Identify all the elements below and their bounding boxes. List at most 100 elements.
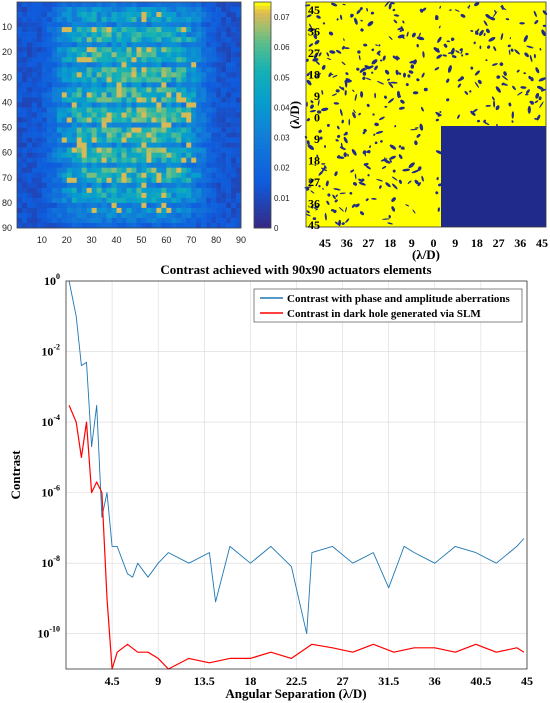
heatmap-cell [211, 37, 217, 43]
heatmap-cell [206, 47, 212, 53]
heatmap-cell [166, 162, 172, 169]
heatmap-cell [236, 77, 242, 83]
heatmap-cell [106, 32, 112, 38]
darkhole-speckle [435, 191, 439, 195]
heatmap-cell [41, 117, 48, 123]
darkhole-y-tick-label: 36 [308, 197, 320, 211]
heatmap-cell [21, 37, 28, 43]
heatmap-cell [231, 187, 237, 194]
darkhole-speckle [361, 178, 365, 182]
heatmap-cell [46, 157, 53, 164]
heatmap-cell [146, 102, 152, 108]
heatmap-cell [226, 202, 232, 209]
heatmap-cell [66, 52, 73, 58]
heatmap-cell [101, 7, 107, 13]
heatmap-cell [116, 102, 122, 108]
heatmap-cell [56, 37, 63, 43]
darkhole-speckle [342, 3, 346, 6]
heatmap-cell [191, 92, 197, 98]
darkhole-speckle [524, 52, 529, 58]
heatmap-cell [146, 97, 152, 103]
heatmap-cell [21, 192, 28, 199]
heatmap-cell [221, 22, 227, 28]
heatmap-cell [216, 67, 222, 73]
heatmap-cell [126, 187, 132, 194]
heatmap-cell [131, 187, 137, 194]
heatmap-cell [106, 77, 112, 83]
heatmap-cell [141, 7, 147, 13]
heatmap-cell [86, 37, 92, 43]
heatmap-cell [136, 92, 142, 98]
heatmap-cell [231, 127, 237, 133]
heatmap-cell [176, 217, 182, 224]
heatmap-cell [131, 122, 137, 128]
heatmap-cell [216, 57, 222, 63]
heatmap-cell [121, 37, 127, 43]
heatmap-cell [151, 192, 157, 199]
heatmap-cell [206, 87, 212, 93]
heatmap-cell [156, 27, 162, 33]
heatmap-cell [216, 197, 222, 204]
heatmap-cell [156, 167, 162, 174]
heatmap-cell [36, 97, 43, 103]
heatmap-cell [106, 2, 112, 8]
heatmap-cell [31, 17, 38, 23]
darkhole-speckle [359, 211, 365, 216]
heatmap-cell [206, 152, 212, 158]
heatmap-cell [96, 152, 102, 158]
heatmap-cell [71, 147, 78, 153]
heatmap-cell [161, 172, 167, 179]
heatmap-cell [76, 127, 83, 133]
heatmap-cell [71, 187, 78, 194]
darkhole-speckle [324, 212, 327, 221]
darkhole-speckle [377, 52, 381, 56]
y-tick-label: 10-6 [41, 484, 60, 500]
heatmap-cell [71, 202, 78, 209]
heatmap-cell [146, 32, 152, 38]
heatmap-cell [71, 107, 78, 113]
heatmap-cell [36, 132, 43, 138]
darkhole-speckle [329, 50, 336, 54]
heatmap-cell [206, 207, 212, 214]
heatmap-cell [31, 27, 38, 33]
darkhole-x-tick-label: 27 [362, 236, 374, 250]
heatmap-cell [146, 27, 152, 33]
heatmap-cell [216, 62, 222, 68]
heatmap-cell [76, 32, 83, 38]
heatmap-cell [111, 12, 117, 18]
heatmap-cell [116, 27, 122, 33]
heatmap-cell [176, 117, 182, 123]
heatmap-cell [56, 67, 63, 73]
heatmap-cell [31, 137, 38, 143]
darkhole-x-tick-label: 0 [431, 236, 437, 250]
x-tick-label: 27 [337, 674, 349, 688]
darkhole-speckle [359, 67, 366, 73]
heatmap-cell [141, 132, 147, 138]
heatmap-cell [161, 102, 167, 108]
darkhole-speckle [326, 123, 330, 127]
heatmap-cell [191, 207, 197, 214]
heatmap-cell [36, 52, 43, 58]
heatmap-cell [86, 187, 92, 194]
heatmap-cell [76, 167, 83, 174]
heatmap-cell [111, 67, 117, 73]
heatmap-cell [176, 132, 182, 138]
heatmap-cell [96, 122, 102, 128]
heatmap-cell [26, 177, 33, 184]
heatmap-cell [111, 42, 117, 48]
heatmap-cell [56, 102, 63, 108]
heatmap-cell [21, 12, 28, 18]
heatmap-cell [201, 67, 207, 73]
heatmap-cell [226, 122, 232, 128]
heatmap-cell [196, 177, 202, 184]
heatmap-y-tick-label: 90 [2, 223, 12, 233]
heatmap-cell [46, 162, 53, 169]
heatmap-cell [136, 32, 142, 38]
heatmap-cell [121, 192, 127, 199]
colorbar-segment [254, 152, 271, 157]
heatmap-cell [121, 147, 127, 153]
heatmap-cell [111, 32, 117, 38]
darkhole-speckle [332, 74, 338, 78]
heatmap-cell [161, 32, 167, 38]
